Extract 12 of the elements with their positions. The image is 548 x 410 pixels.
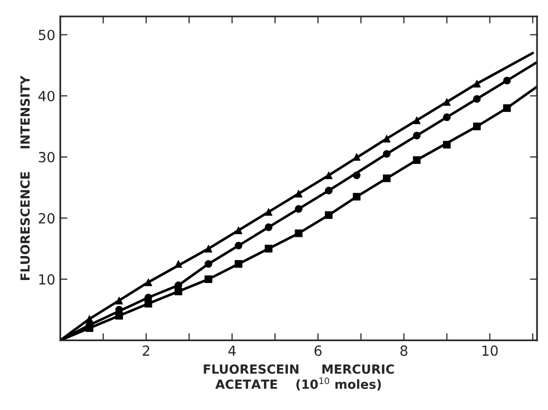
y-tick-label: 40	[38, 90, 54, 102]
y-tick-label: 10	[39, 274, 54, 285]
y-tick-label: 20	[38, 213, 54, 224]
y-tick-label: 30	[38, 152, 54, 162]
x-tick-label: 8	[400, 345, 408, 356]
x-axis-title: FLUORESCEIN MERCURIC ACETATE (10$^{10}$ moles)	[204, 364, 394, 390]
x-tick-label: 2	[142, 345, 150, 356]
x-tick-label: 4	[228, 346, 236, 356]
x-tick-label: 6	[314, 345, 322, 356]
x-tick-label: 10	[482, 345, 498, 356]
y-tick-label: 50	[38, 30, 54, 40]
y-axis-title: FLUORESCENCE INTENSITY	[20, 75, 30, 280]
